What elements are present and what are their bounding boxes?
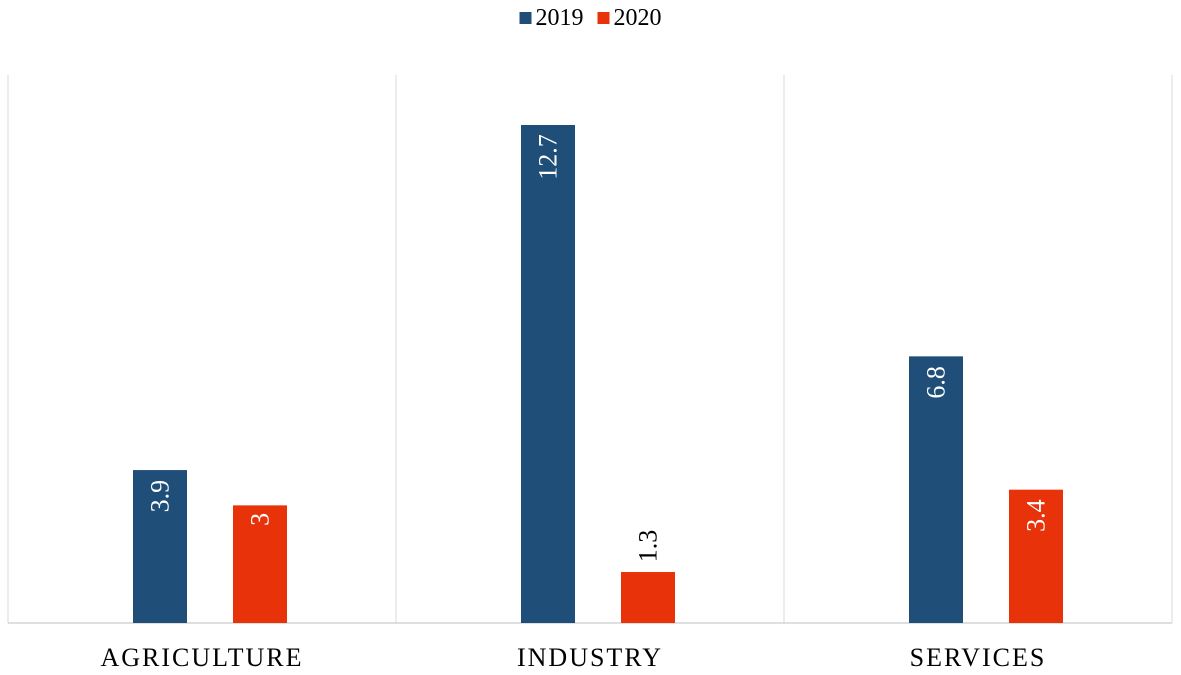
category-label-agriculture: AGRICULTURE bbox=[100, 643, 303, 672]
bar-2020-industry bbox=[621, 572, 675, 623]
category-label-services: SERVICES bbox=[910, 643, 1047, 672]
data-label-2020-industry: 1.3 bbox=[634, 530, 663, 563]
bar-2020-services bbox=[1009, 489, 1063, 623]
bar-2019-services bbox=[909, 356, 963, 623]
legend-swatch-2019 bbox=[519, 12, 532, 24]
bar-2019-agriculture bbox=[133, 470, 187, 623]
chart-legend: 2019 2020 bbox=[519, 5, 662, 31]
plot-area: 3.9 12.7 6.8 3 1.3 3.4 AGRICULTURE INDUSTRY SERV… bbox=[7, 75, 1173, 672]
legend-label-2019: 2019 bbox=[536, 5, 584, 31]
legend-label-2020: 2020 bbox=[614, 5, 662, 31]
bar-2019-industry bbox=[521, 125, 575, 623]
data-label-2019-industry: 12.7 bbox=[534, 134, 563, 180]
data-label-2019-agriculture: 3.9 bbox=[146, 480, 175, 513]
data-label-2019-services: 6.8 bbox=[922, 366, 951, 399]
legend-swatch-2020 bbox=[597, 12, 610, 24]
bar-2020-agriculture bbox=[233, 505, 287, 623]
category-label-industry: INDUSTRY bbox=[517, 643, 663, 672]
data-label-2020-agriculture: 3 bbox=[246, 513, 275, 526]
data-label-2020-services: 3.4 bbox=[1022, 499, 1051, 532]
